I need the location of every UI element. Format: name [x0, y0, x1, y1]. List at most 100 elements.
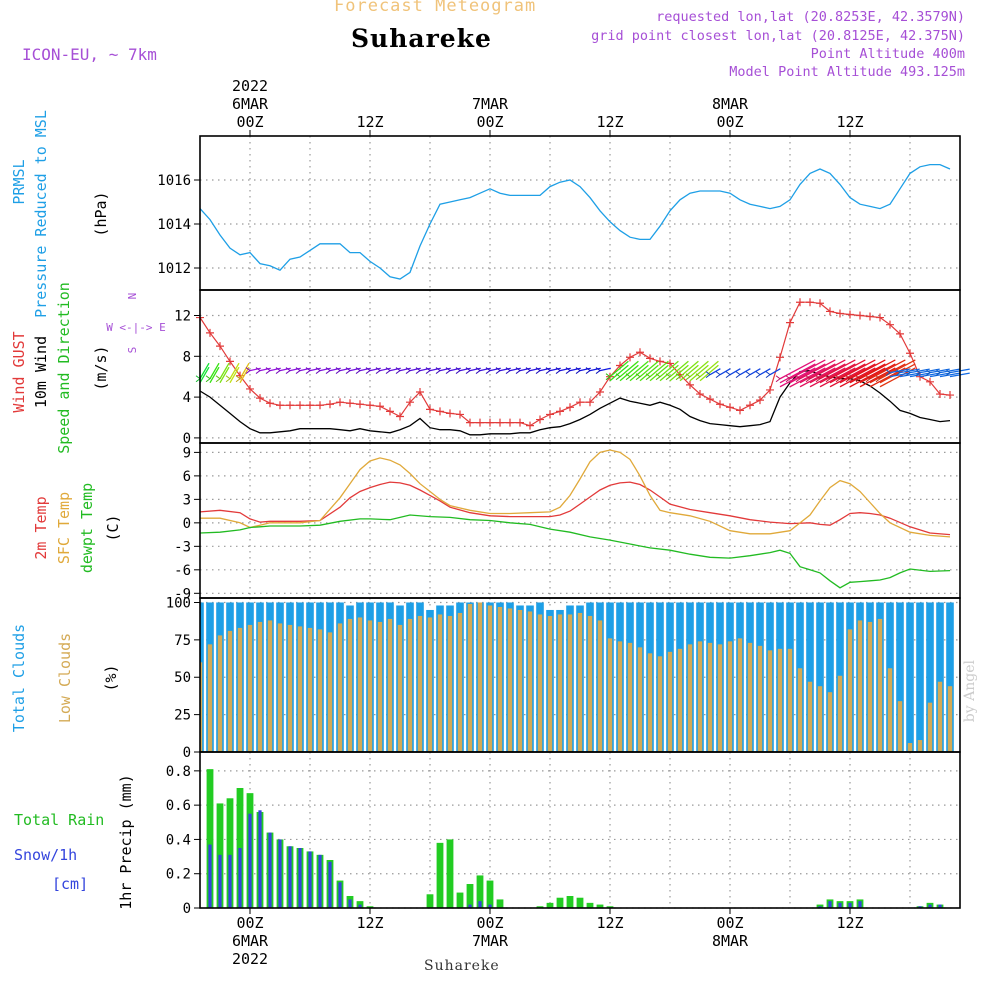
y-tick-label: 75: [174, 633, 191, 649]
wind-gust-marker: [256, 394, 264, 403]
pressure-label: PRMSL: [10, 159, 28, 204]
wind-direction-arrow: [299, 367, 311, 372]
wind-arrowhead: [765, 371, 771, 379]
rain-bar: [466, 884, 474, 908]
low-cloud-bar: [867, 621, 873, 752]
snow-bar: [338, 882, 342, 908]
rain-bar: [476, 875, 484, 908]
low-cloud-bar: [577, 612, 583, 752]
wind-gust-marker: [366, 401, 374, 410]
low-cloud-bar: [657, 656, 663, 752]
time-label-top: 12Z: [356, 113, 383, 131]
wind-arrowhead: [695, 373, 701, 381]
wind-arrowhead: [305, 367, 311, 374]
wind-10m-label: 10m Wind: [32, 336, 50, 408]
snow-bar: [248, 813, 252, 908]
snow-label: Snow/1h: [14, 846, 77, 864]
wind-arrowhead: [575, 367, 581, 374]
wind-direction-arrow: [819, 359, 856, 380]
low-cloud-bar: [847, 629, 853, 752]
wind-direction-arrow: [619, 364, 639, 382]
low-cloud-bar: [227, 630, 233, 752]
wind-gust-label: Wind GUST: [10, 331, 28, 412]
wind-gust-marker: [656, 357, 664, 366]
rain-bar: [536, 906, 544, 908]
low-cloud-bar: [337, 623, 343, 752]
wind-gust-marker: [376, 402, 384, 411]
low-cloud-bar: [327, 632, 333, 752]
temp-sfc-label: SFC Temp: [55, 492, 73, 564]
wind-unit-label: (m/s): [92, 345, 110, 390]
wind-direction-arrow: [339, 367, 351, 372]
snow-bar: [278, 839, 282, 908]
wind-gust-marker: [426, 405, 434, 414]
wind-arrowhead: [755, 371, 761, 379]
snow-unit-label: [cm]: [52, 875, 88, 893]
wind-direction-arrow: [839, 363, 876, 384]
wind-gust-marker: [706, 395, 714, 404]
y-tick-label: 0: [183, 431, 191, 447]
wind-direction-arrow: [739, 368, 751, 376]
wind-arrowhead: [665, 373, 671, 381]
low-cloud-bar: [387, 618, 393, 752]
low-cloud-bar: [437, 614, 443, 752]
snow-bar: [218, 854, 222, 908]
wind-arrowhead: [585, 367, 591, 374]
wind-direction-arrow: [679, 360, 699, 378]
pressure-desc-label: Pressure Reduced to MSL: [32, 110, 50, 318]
wind-direction-arrow: [699, 364, 719, 382]
wind-gust-marker: [946, 391, 954, 400]
wind-gust-marker: [496, 418, 504, 427]
temp-sfc-line: [200, 449, 951, 538]
temp-2m-label: 2m Temp: [32, 496, 50, 559]
wind-gust-marker: [856, 311, 864, 320]
low-cloud-bar: [587, 615, 593, 752]
low-cloud-bar: [617, 641, 623, 752]
low-cloud-bar: [937, 681, 943, 752]
total-cloud-bar: [906, 602, 914, 752]
time-label-top: 12Z: [596, 113, 623, 131]
wind-gust-marker: [826, 307, 834, 316]
rain-bar: [436, 842, 444, 908]
wind-gust-marker: [796, 298, 804, 307]
wind-gust-marker: [206, 328, 214, 337]
wind-direction-arrow: [449, 367, 461, 372]
snow-bar: [838, 902, 842, 908]
wind-direction-arrow: [359, 367, 371, 372]
low-cloud-bar: [807, 681, 813, 752]
panel-frame: [199, 135, 961, 291]
rain-bar: [486, 880, 494, 908]
wind-direction-arrow: [209, 366, 220, 384]
wind-arrowhead: [255, 367, 261, 374]
wind-direction-arrow: [259, 367, 271, 372]
temp-unit-label: (C): [104, 514, 122, 541]
low-cloud-bar: [757, 645, 763, 752]
wind-gust-marker: [746, 401, 754, 410]
snow-bar: [288, 846, 292, 908]
wind-arrowhead: [945, 369, 951, 377]
wind-direction-arrow: [509, 367, 521, 372]
wind-direction-arrow: [569, 367, 581, 372]
wind-gust-marker: [846, 310, 854, 319]
low-cloud-bar: [517, 609, 523, 752]
y-tick-label: 1016: [157, 173, 191, 189]
low-cloud-bar: [607, 638, 613, 752]
wind-gust-marker: [526, 421, 534, 430]
wind-direction-arrow: [629, 364, 649, 382]
wind-direction-arrow: [729, 368, 741, 376]
wind-gust-marker: [246, 384, 254, 393]
wind-direction-arrow: [389, 367, 401, 372]
wind-arrowhead: [935, 369, 941, 377]
low-cloud-bar: [597, 620, 603, 752]
wind-arrowhead: [925, 369, 931, 377]
low-cloud-bar: [717, 644, 723, 752]
wind-arrowhead: [425, 367, 431, 374]
wind-direction-arrow: [869, 363, 906, 384]
dewpoint-line: [199, 514, 951, 589]
snow-bar: [348, 899, 352, 908]
low-cloud-bar: [267, 620, 273, 752]
wind-arrowhead: [545, 367, 551, 374]
wind-direction-arrow: [769, 368, 781, 376]
wind-arrowhead: [735, 371, 741, 379]
wind-direction-arrow: [939, 372, 960, 378]
